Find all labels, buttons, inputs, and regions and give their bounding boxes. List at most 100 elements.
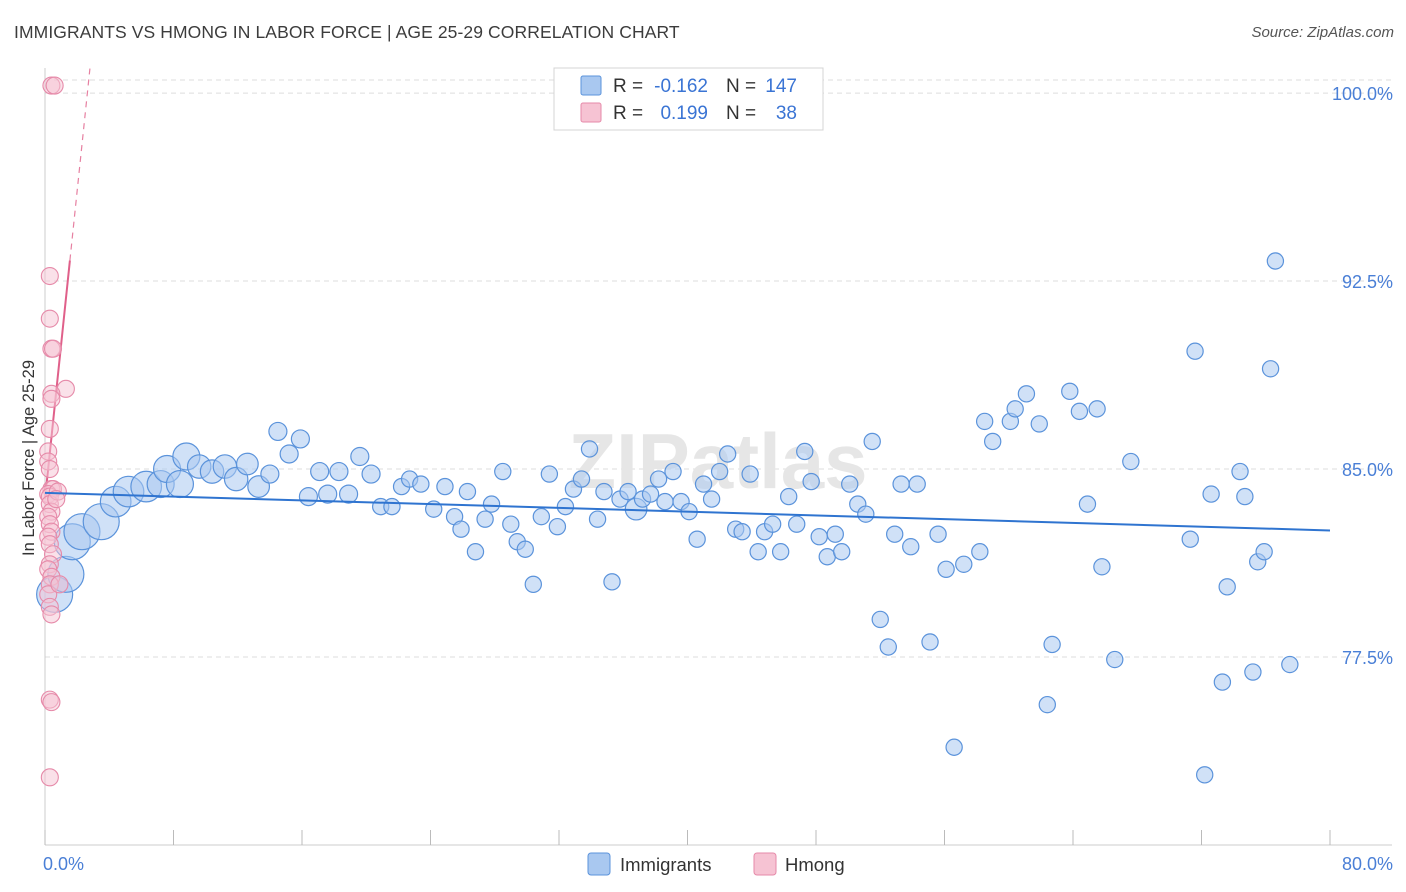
immigrants-point-96 (908, 475, 926, 493)
immigrants-point-90 (863, 432, 881, 451)
immigrants-point-91 (871, 610, 889, 629)
legend-box: R = -0.162 N = 147 R = 0.199 N = 38 (553, 67, 824, 131)
immigrants-point-48 (540, 465, 559, 483)
immigrants-point-107 (1017, 385, 1036, 403)
immigrants-point-80 (788, 515, 806, 533)
immigrants-point-102 (971, 543, 989, 561)
legend-n-value-hmong: 38 (776, 103, 797, 124)
immigrants-point-131 (1281, 655, 1299, 674)
immigrants-point-128 (1255, 543, 1273, 561)
immigrants-point-10 (165, 469, 195, 499)
immigrants-point-69 (702, 490, 721, 508)
hmong-point-34 (40, 768, 59, 787)
immigrants-point-73 (733, 522, 751, 541)
immigrants-point-89 (857, 505, 875, 523)
hmong-point-3 (40, 309, 59, 328)
immigrants-point-18 (260, 464, 280, 484)
gridlines (45, 79, 1392, 658)
immigrants-point-61 (641, 485, 660, 503)
immigrants-point-104 (983, 432, 1002, 451)
immigrants-point-68 (694, 475, 713, 493)
immigrants-point-115 (1093, 558, 1111, 576)
y-axis-title: In Labor Force | Age 25-29 (20, 360, 38, 556)
immigrants-point-16 (235, 452, 259, 476)
immigrants-point-21 (290, 429, 310, 449)
legend-r-value-hmong: 0.199 (660, 103, 708, 124)
immigrants-point-79 (779, 487, 798, 506)
immigrants-point-37 (452, 520, 470, 538)
tick-labels: 77.5% 85.0% 92.5% 100.0% 0.0% 80.0% (43, 84, 1393, 874)
immigrants-point-52 (572, 470, 591, 488)
immigrants-point-38 (458, 482, 477, 501)
watermark: ZIPatlas (568, 417, 867, 505)
immigrants-point-58 (619, 482, 637, 501)
legend-n-label-hmong: N = (726, 103, 756, 124)
immigrants-point-82 (802, 472, 820, 491)
immigrants-point-27 (350, 446, 370, 467)
bottom-legend-label-immigrants: Immigrants (620, 854, 712, 875)
immigrants-point-55 (595, 482, 613, 501)
immigrants-point-100 (945, 738, 963, 756)
immigrants-point-46 (524, 575, 543, 594)
immigrants-points (36, 252, 1299, 784)
legend-r-label-immigrants: R = (613, 76, 643, 97)
immigrants-point-23 (310, 461, 330, 482)
immigrants-point-45 (516, 540, 534, 558)
hmong-point-9 (40, 419, 59, 438)
immigrants-point-111 (1061, 382, 1079, 401)
immigrants-point-74 (741, 465, 759, 483)
immigrants-point-64 (664, 462, 682, 481)
immigrants-point-20 (279, 444, 299, 464)
hmong-point-12 (40, 459, 59, 479)
immigrants-trend-line (44, 491, 1331, 532)
immigrants-point-118 (1181, 530, 1199, 548)
legend-swatch-hmong (580, 102, 602, 123)
x-tick-label-min: 0.0% (43, 854, 84, 874)
immigrants-point-75 (749, 543, 767, 561)
immigrants-point-123 (1218, 578, 1236, 596)
hmong-point-8 (42, 389, 61, 408)
bottom-legend-label-hmong: Hmong (785, 854, 845, 875)
immigrants-point-130 (1266, 252, 1285, 270)
immigrants-point-94 (892, 475, 910, 493)
legend-r-value-immigrants: -0.162 (654, 76, 708, 97)
immigrants-point-67 (688, 530, 706, 548)
immigrants-point-121 (1202, 485, 1220, 503)
immigrants-point-108 (1030, 415, 1048, 433)
y-tick-label-3: 100.0% (1332, 84, 1393, 104)
y-tick-label-1: 85.0% (1342, 460, 1393, 480)
y-tick-label-0: 77.5% (1342, 648, 1393, 668)
immigrants-point-43 (502, 515, 520, 533)
immigrants-point-120 (1196, 766, 1214, 784)
immigrants-point-122 (1213, 673, 1232, 691)
hmong-point-2 (40, 266, 59, 286)
immigrants-point-70 (710, 462, 729, 481)
immigrants-point-106 (1006, 400, 1024, 418)
immigrants-point-39 (466, 543, 485, 561)
legend-swatch-immigrants (580, 75, 602, 96)
y-tick-label-2: 92.5% (1342, 272, 1393, 292)
immigrants-point-83 (810, 528, 828, 546)
bottom-legend: Immigrants Hmong (587, 852, 845, 876)
immigrants-point-119 (1186, 342, 1204, 360)
immigrants-point-47 (532, 507, 551, 526)
immigrants-point-50 (556, 497, 575, 516)
immigrants-point-33 (412, 475, 430, 493)
hmong-trend-dashed (69, 67, 91, 261)
source-credit: Source: ZipAtlas.com (1251, 24, 1394, 41)
immigrants-point-35 (436, 477, 454, 496)
immigrants-point-95 (902, 538, 920, 556)
hmong-point-5 (43, 339, 63, 358)
immigrants-point-114 (1088, 400, 1106, 418)
immigrants-point-53 (580, 440, 599, 458)
bottom-legend-swatch-immigrants (587, 852, 611, 876)
immigrants-point-40 (476, 510, 494, 528)
immigrants-point-30 (383, 497, 401, 516)
legend-n-value-immigrants: 147 (765, 76, 797, 97)
immigrants-point-113 (1078, 495, 1097, 513)
x-tick-label-max: 80.0% (1342, 854, 1393, 874)
immigrants-point-54 (588, 510, 607, 528)
immigrants-point-99 (937, 560, 955, 578)
legend-r-label-hmong: R = (613, 103, 643, 124)
immigrants-point-42 (494, 462, 512, 481)
